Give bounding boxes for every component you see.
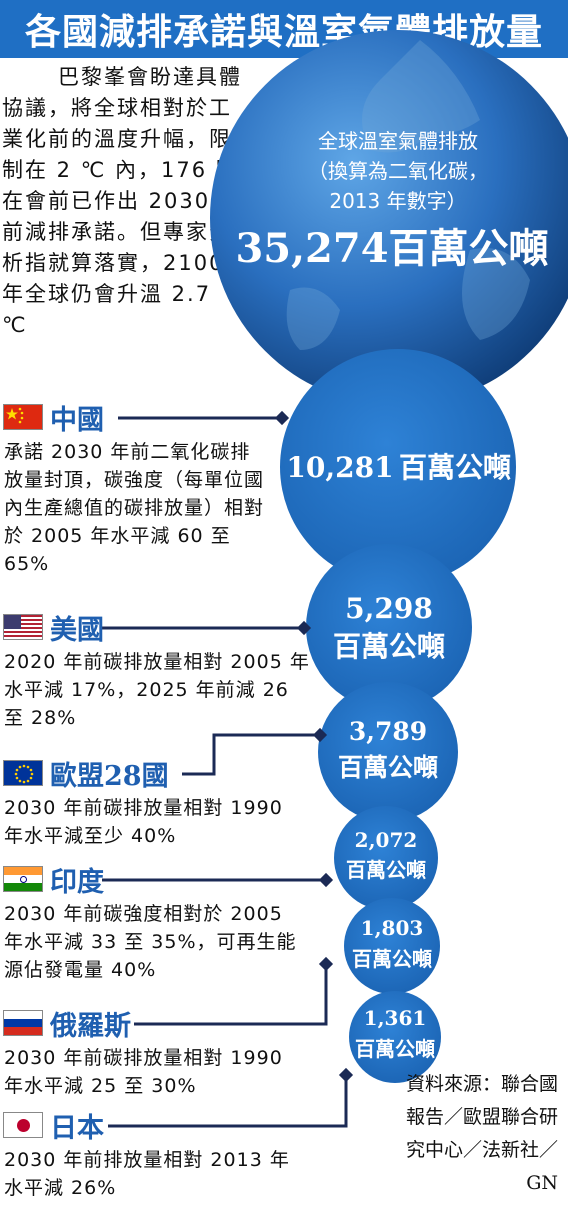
india-bubble-value: 2,072 [355, 828, 418, 852]
japan-connector-marker [338, 1067, 354, 1083]
japan-description: 2030 年前排放量相對 2013 年水平減 26% [4, 1149, 290, 1199]
japan-flag-icon [3, 1112, 43, 1138]
usa-name: 美國 [50, 615, 104, 646]
usa-flag-icon [3, 614, 43, 640]
eu-bubble [318, 682, 458, 822]
eu-name: 歐盟28國 [50, 761, 169, 792]
india-bubble [334, 806, 438, 910]
japan-name: 日本 [50, 1113, 104, 1144]
global-label-line-2: （換算為二氧化碳， [308, 159, 488, 183]
russia-bubble [344, 898, 440, 994]
japan-bubble-unit: 百萬公噸 [355, 1037, 435, 1061]
india-name: 印度 [50, 867, 104, 898]
eu-description: 2030 年前碳排放量相對 1990 年水平減至少 40% [4, 797, 283, 847]
usa-connector-marker [296, 620, 312, 636]
usa-bubble-unit: 百萬公噸 [333, 630, 445, 663]
russia-bubble-value: 1,803 [361, 916, 424, 940]
china-flag-icon [3, 404, 43, 430]
source-note: 資料來源：聯合國報告／歐盟聯合研究中心／法新社／GN [405, 1073, 558, 1194]
eu-bubble-unit: 百萬公噸 [338, 753, 438, 782]
india-connector-marker [318, 872, 334, 888]
russia-description: 2030 年前碳排放量相對 1990 年水平減 25 至 30% [4, 1047, 283, 1097]
russia-flag-icon [3, 1010, 43, 1036]
russia-connector-marker [318, 956, 334, 972]
china-bubble [280, 349, 516, 585]
india-description: 2030 年前碳強度相對於 2005 年水平減 33 至 35%，可再生能源佔發… [4, 903, 297, 981]
globe-landmass [286, 40, 530, 350]
eu-bubble-value: 3,789 [349, 717, 427, 746]
intro-paragraph: 巴黎峯會盼達具體協議，將全球相對於工業化前的溫度升幅，限制在 2 ℃ 內，176… [2, 65, 242, 337]
global-label-line-1: 全球溫室氣體排放 [318, 129, 478, 153]
russia-connector [134, 964, 328, 1026]
india-flag-icon [3, 866, 43, 892]
china-connector-marker [274, 410, 290, 426]
eu-connector [182, 733, 320, 776]
intro-text: 巴黎峯會盼達具體協議，將全球相對於工業化前的溫度升幅，限制在 2 ℃ 內，176… [2, 62, 242, 341]
eu-connector-marker [312, 727, 328, 743]
global-value: 35,274百萬公噸 [235, 225, 548, 272]
usa-bubble-value: 5,298 [345, 592, 433, 625]
usa-description: 2020 年前碳排放量相對 2005 年水平減 17%，2025 年前減 26 … [4, 651, 310, 729]
global-label-line-3: 2013 年數字） [329, 189, 466, 213]
russia-bubble-unit: 百萬公噸 [352, 947, 432, 971]
japan-bubble-value: 1,361 [364, 1006, 427, 1030]
russia-name: 俄羅斯 [50, 1011, 131, 1042]
china-description: 承諾 2030 年前二氧化碳排放量封頂，碳強度（每單位國內生產總值的碳排放量）相… [4, 441, 265, 575]
title-bar: 各國減排承諾與溫室氣體排放量 [0, 0, 568, 58]
japan-bubble [349, 991, 441, 1083]
india-bubble-unit: 百萬公噸 [346, 858, 426, 882]
eu-flag-icon [3, 760, 43, 786]
usa-bubble [306, 544, 472, 710]
global-emissions-globe [210, 30, 568, 406]
japan-connector [108, 1075, 348, 1128]
china-bubble-label: 10,281 [286, 451, 393, 484]
china-name: 中國 [50, 405, 104, 436]
china-bubble-unit: 百萬公噸 [399, 451, 511, 484]
